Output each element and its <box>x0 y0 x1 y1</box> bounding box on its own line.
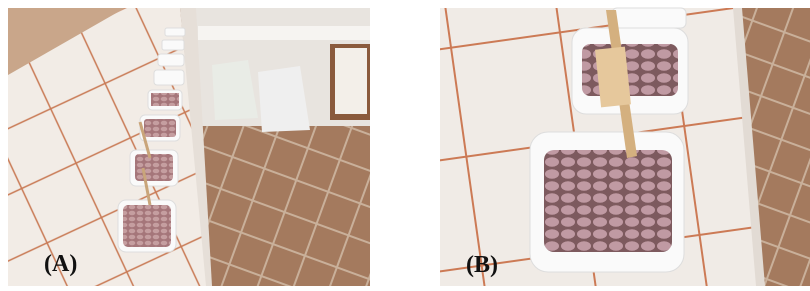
panel-label: (A) <box>44 251 77 277</box>
panel-b: (B) <box>440 8 810 286</box>
panel-label: (B) <box>466 252 498 278</box>
figure: (A) (B) <box>0 0 810 286</box>
panel-a: (A) <box>8 8 370 286</box>
